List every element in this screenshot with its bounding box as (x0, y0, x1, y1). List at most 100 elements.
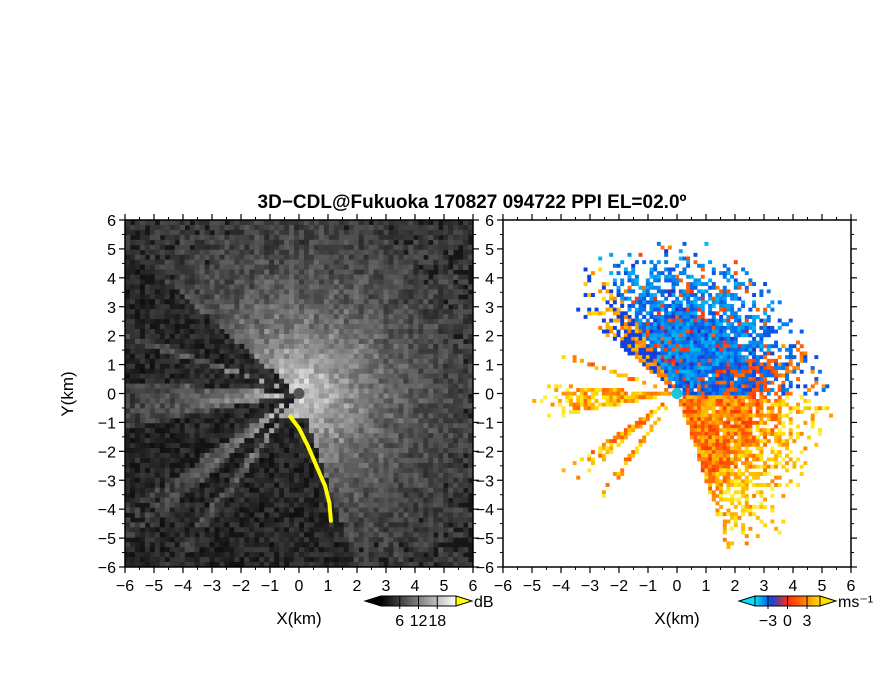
snr-cell (164, 502, 171, 508)
snr-cell (264, 467, 270, 474)
snr-cell (279, 512, 285, 518)
snr-cell (154, 527, 161, 533)
snr-cell (328, 294, 335, 300)
snr-cell (408, 343, 414, 350)
snr-cell (333, 438, 340, 444)
velocity-cell (722, 274, 727, 279)
snr-cell (194, 348, 200, 355)
snr-cell (438, 309, 444, 315)
snr-cell (463, 289, 469, 295)
snr-cell (244, 388, 250, 394)
snr-cell (139, 229, 146, 236)
snr-cell (284, 324, 290, 330)
snr-cell (139, 304, 146, 310)
snr-cell (279, 264, 285, 270)
snr-cell (144, 284, 151, 290)
snr-cell (254, 294, 260, 300)
snr-cell (129, 284, 136, 290)
snr-cell (413, 220, 419, 226)
snr-cell (328, 269, 335, 275)
snr-cell (313, 338, 320, 345)
snr-cell (338, 472, 345, 479)
snr-cell (159, 512, 166, 518)
snr-cell (279, 284, 285, 290)
snr-cell (289, 403, 295, 409)
snr-cell (219, 234, 225, 241)
snr-cell (194, 234, 200, 241)
snr-cell (234, 487, 240, 494)
snr-cell (149, 522, 156, 528)
snr-cell (204, 452, 210, 459)
snr-cell (159, 552, 166, 558)
snr-cell (318, 537, 325, 543)
snr-cell (279, 452, 285, 459)
snr-cell (164, 220, 171, 226)
velocity-cell (693, 260, 698, 265)
snr-cell (443, 562, 449, 567)
snr-cell (398, 477, 404, 484)
snr-cell (125, 467, 131, 474)
snr-cell (189, 433, 195, 439)
snr-cell (438, 413, 444, 419)
snr-cell (458, 452, 464, 459)
snr-cell (378, 428, 384, 434)
snr-cell (219, 502, 225, 508)
snr-cell (468, 309, 473, 315)
snr-cell (125, 309, 131, 315)
snr-cell (249, 259, 255, 266)
snr-cell (264, 438, 270, 444)
snr-cell (194, 502, 200, 508)
snr-cell (358, 259, 365, 266)
snr-cell (348, 562, 355, 567)
snr-cell (125, 353, 131, 360)
snr-cell (224, 527, 230, 533)
snr-cell (254, 274, 260, 280)
snr-cell (438, 423, 444, 429)
snr-cell (254, 542, 260, 548)
snr-cell (438, 462, 444, 469)
snr-cell (284, 299, 290, 305)
snr-cell (468, 358, 473, 365)
snr-cell (199, 557, 205, 563)
snr-cell (194, 224, 200, 231)
snr-cell (418, 338, 424, 345)
snr-cell (129, 259, 136, 266)
snr-cell (254, 428, 260, 434)
snr-cell (403, 418, 409, 424)
snr-cell (134, 254, 141, 261)
snr-cell (204, 433, 210, 439)
snr-cell (423, 368, 429, 375)
snr-cell (214, 542, 220, 548)
snr-cell (169, 502, 176, 508)
velocity-cell (730, 274, 735, 279)
snr-cell (254, 358, 260, 365)
snr-cell (125, 547, 131, 553)
snr-cell (125, 527, 131, 533)
snr-cell (229, 343, 235, 350)
snr-cell (408, 324, 414, 330)
snr-cell (373, 304, 379, 310)
snr-cell (338, 557, 345, 563)
snr-cell (403, 334, 409, 340)
snr-cell (413, 239, 419, 246)
snr-cell (239, 224, 245, 231)
snr-cell (214, 334, 220, 340)
snr-cell (264, 512, 270, 518)
snr-cell (348, 373, 355, 380)
snr-cell (408, 319, 414, 325)
snr-cell (368, 329, 374, 335)
snr-cell (353, 542, 360, 548)
snr-cell (259, 433, 265, 439)
snr-cell (279, 448, 285, 454)
snr-cell (408, 492, 414, 498)
snr-cell (378, 229, 384, 236)
snr-cell (179, 264, 186, 270)
snr-cell (393, 314, 399, 320)
snr-cell (249, 448, 255, 454)
snr-cell (313, 244, 320, 251)
snr-cell (144, 373, 151, 380)
snr-cell (363, 353, 369, 360)
snr-cell (269, 314, 275, 320)
snr-cell (174, 319, 181, 325)
snr-cell (403, 527, 409, 533)
